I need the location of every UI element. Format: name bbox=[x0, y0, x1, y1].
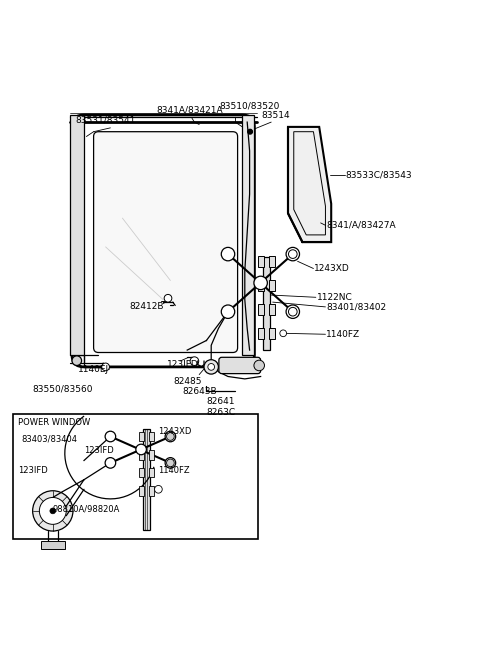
Circle shape bbox=[165, 431, 176, 442]
Circle shape bbox=[288, 250, 297, 258]
Text: 83533C/83543: 83533C/83543 bbox=[346, 170, 412, 179]
Text: 123IFD: 123IFD bbox=[167, 360, 198, 369]
Bar bbox=[269, 279, 275, 291]
Bar bbox=[269, 256, 275, 267]
Circle shape bbox=[288, 307, 297, 316]
Bar bbox=[149, 432, 154, 442]
Bar bbox=[13, 414, 258, 539]
Text: 1243XD: 1243XD bbox=[158, 427, 192, 436]
Bar bbox=[139, 432, 144, 442]
Bar bbox=[143, 429, 150, 530]
Circle shape bbox=[167, 433, 174, 440]
Text: 8341/A/83427A: 8341/A/83427A bbox=[326, 221, 396, 230]
Circle shape bbox=[280, 330, 287, 336]
FancyBboxPatch shape bbox=[219, 357, 261, 374]
Circle shape bbox=[72, 356, 82, 365]
Text: 123IFD: 123IFD bbox=[84, 446, 114, 455]
Circle shape bbox=[248, 129, 252, 134]
Bar bbox=[139, 486, 144, 495]
Bar bbox=[149, 486, 154, 495]
Text: 8263C: 8263C bbox=[206, 408, 235, 417]
Bar bbox=[258, 304, 264, 315]
Bar bbox=[149, 450, 154, 459]
Text: 83510/83520: 83510/83520 bbox=[219, 101, 280, 110]
Text: 123IFD: 123IFD bbox=[18, 466, 48, 474]
Circle shape bbox=[164, 294, 172, 302]
Circle shape bbox=[208, 363, 215, 371]
Bar bbox=[41, 541, 65, 549]
Text: POWER WINDOW: POWER WINDOW bbox=[18, 418, 91, 426]
Text: 1243XD: 1243XD bbox=[314, 264, 350, 273]
Circle shape bbox=[105, 458, 116, 468]
Text: 1122NC: 1122NC bbox=[317, 293, 352, 302]
Circle shape bbox=[221, 305, 235, 319]
Circle shape bbox=[155, 486, 162, 493]
Circle shape bbox=[33, 491, 73, 531]
Text: 8341A/83421A: 8341A/83421A bbox=[156, 106, 223, 115]
Bar bbox=[139, 468, 144, 477]
Circle shape bbox=[50, 508, 56, 514]
Circle shape bbox=[254, 360, 264, 371]
Bar bbox=[149, 468, 154, 477]
Text: 98810A/98820A: 98810A/98820A bbox=[53, 504, 120, 513]
Circle shape bbox=[190, 357, 199, 365]
Text: 1140EJ: 1140EJ bbox=[78, 365, 109, 374]
Bar bbox=[242, 115, 254, 355]
Bar bbox=[70, 115, 84, 355]
Text: 1140FZ: 1140FZ bbox=[158, 466, 190, 474]
Text: 83531/83541: 83531/83541 bbox=[75, 116, 136, 124]
Circle shape bbox=[165, 458, 176, 468]
Bar bbox=[139, 450, 144, 459]
Text: 82485: 82485 bbox=[173, 376, 202, 386]
Text: 83550/83560: 83550/83560 bbox=[32, 384, 93, 393]
Bar bbox=[269, 328, 275, 339]
Text: 82412B: 82412B bbox=[129, 302, 164, 311]
Circle shape bbox=[167, 459, 174, 466]
Bar bbox=[263, 256, 270, 350]
Bar bbox=[258, 279, 264, 291]
Circle shape bbox=[102, 363, 109, 371]
Circle shape bbox=[136, 444, 146, 455]
Circle shape bbox=[286, 305, 300, 319]
FancyBboxPatch shape bbox=[94, 131, 238, 353]
Text: 83514: 83514 bbox=[262, 110, 290, 120]
Circle shape bbox=[254, 276, 267, 290]
Text: 83403/83404: 83403/83404 bbox=[22, 434, 78, 443]
Text: 82641: 82641 bbox=[206, 397, 235, 406]
Circle shape bbox=[221, 248, 235, 261]
Text: 1140FZ: 1140FZ bbox=[326, 330, 360, 339]
Bar bbox=[258, 256, 264, 267]
Circle shape bbox=[39, 497, 66, 524]
Bar bbox=[258, 328, 264, 339]
Circle shape bbox=[105, 431, 116, 442]
Circle shape bbox=[286, 248, 300, 261]
Circle shape bbox=[204, 359, 218, 374]
Text: 82643B: 82643B bbox=[182, 387, 216, 396]
Bar bbox=[269, 304, 275, 315]
Text: 83401/83402: 83401/83402 bbox=[326, 302, 386, 311]
Polygon shape bbox=[288, 127, 331, 242]
